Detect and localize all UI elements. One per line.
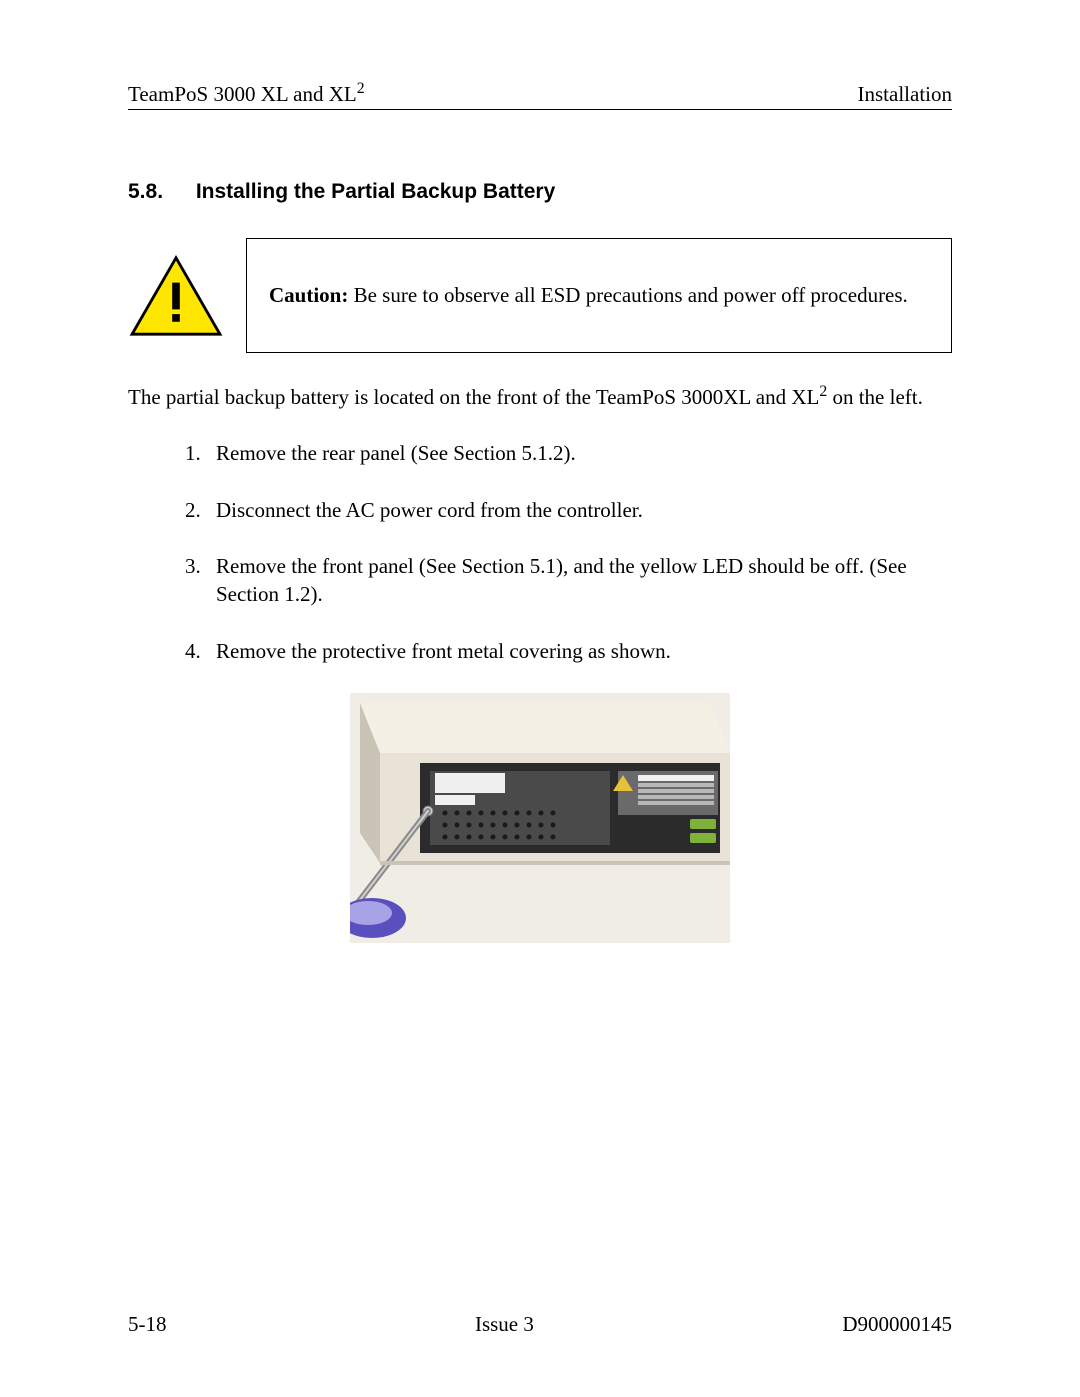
header-right: Installation — [858, 82, 952, 107]
header-left-text: TeamPoS 3000 XL and XL — [128, 82, 357, 106]
footer-center: Issue 3 — [475, 1312, 534, 1337]
section-title: Installing the Partial Backup Battery — [196, 180, 555, 203]
intro-before-sup: The partial backup battery is located on… — [128, 385, 819, 409]
section-number: 5.8. — [128, 180, 190, 204]
list-item: Remove the protective front metal coveri… — [206, 637, 952, 665]
steps-list: Remove the rear panel (See Section 5.1.2… — [128, 439, 952, 665]
page-header: TeamPoS 3000 XL and XL2 Installation — [128, 80, 952, 110]
caution-row: Caution: Be sure to observe all ESD prec… — [128, 238, 952, 353]
header-left-sup: 2 — [357, 80, 365, 97]
footer-left: 5-18 — [128, 1312, 167, 1337]
caution-box: Caution: Be sure to observe all ESD prec… — [246, 238, 952, 353]
device-illustration — [350, 693, 730, 943]
caution-label: Caution: — [269, 283, 348, 307]
list-item: Remove the rear panel (See Section 5.1.2… — [206, 439, 952, 467]
figure-wrap — [128, 693, 952, 943]
page-footer: 5-18 Issue 3 D900000145 — [128, 1312, 952, 1337]
intro-paragraph: The partial backup battery is located on… — [128, 381, 952, 411]
list-item: Disconnect the AC power cord from the co… — [206, 496, 952, 524]
list-item: Remove the front panel (See Section 5.1)… — [206, 552, 952, 609]
caution-text: Be sure to observe all ESD precautions a… — [348, 283, 907, 307]
warning-triangle-icon — [128, 254, 224, 338]
footer-right: D900000145 — [842, 1312, 952, 1337]
section-heading: 5.8. Installing the Partial Backup Batte… — [128, 180, 952, 204]
header-left: TeamPoS 3000 XL and XL2 — [128, 80, 365, 107]
intro-after-sup: on the left. — [827, 385, 923, 409]
